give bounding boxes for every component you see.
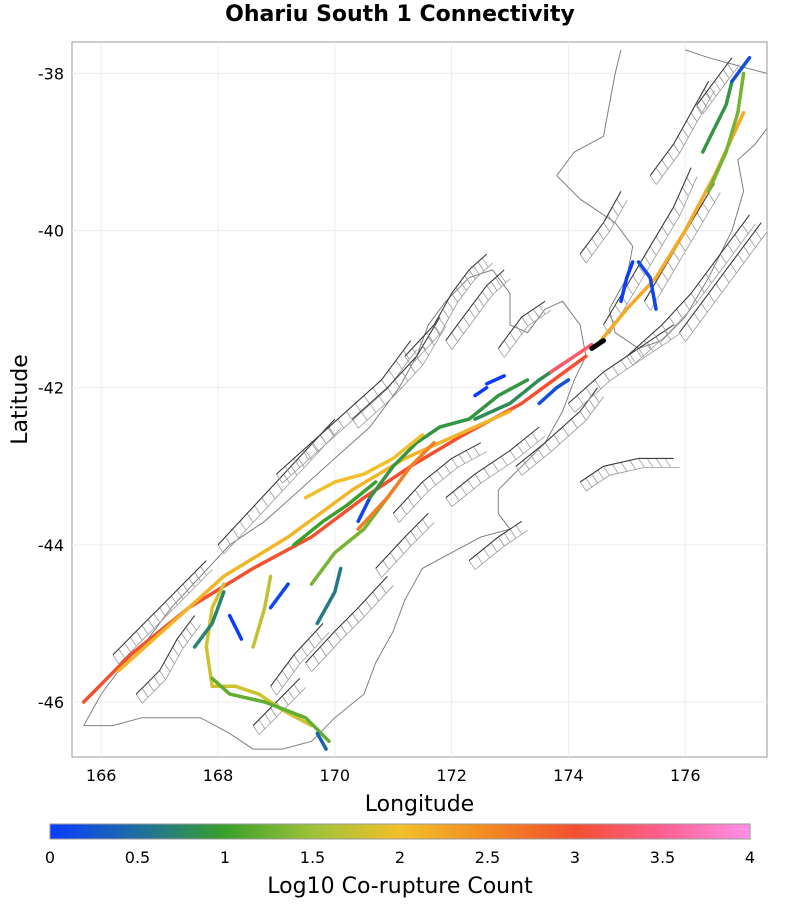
y-tick-label: -40 [38, 222, 64, 241]
background-fault [217, 418, 342, 555]
background-fault [404, 253, 493, 366]
corupture-fault-trace [356, 440, 436, 531]
background-fault [112, 560, 213, 665]
colorbar-tick-label: 3 [570, 848, 580, 867]
background-fault [351, 316, 447, 429]
corupture-fault-trace [268, 582, 290, 610]
colorbar-tick-label: 4 [745, 848, 755, 867]
colorbar-label: Log10 Co-rupture Count [267, 874, 533, 899]
background-fault [445, 269, 511, 350]
coastline [83, 269, 587, 750]
corupture-fault-trace [315, 566, 343, 626]
corupture-fault-trace [701, 79, 734, 154]
colorbar-ticks: 0 0.5 1 1.5 2 2.5 3 3.5 4 [45, 848, 755, 867]
corupture-fault-trace [116, 409, 512, 673]
colorbar-tick-label: 2.5 [475, 848, 500, 867]
background-faults-layer [112, 57, 767, 735]
background-fault [497, 300, 552, 358]
background-fault [579, 191, 628, 264]
chart-title: Ohariu South 1 Connectivity [225, 2, 575, 27]
background-fault [392, 442, 487, 523]
background-fault [305, 575, 394, 672]
plot-area [71, 41, 768, 758]
corupture-fault-trace [368, 378, 530, 500]
corupture-fault-trace [549, 342, 594, 374]
colorbar-tick-label: 3.5 [650, 848, 675, 867]
corupture-fault-trace [484, 374, 506, 386]
colorbar-tick-label: 2 [395, 848, 405, 867]
background-fault [649, 81, 715, 185]
corupture-fault-trace [251, 574, 273, 649]
background-fault [135, 615, 201, 704]
corupture-fault-trace [537, 378, 571, 406]
background-fault [375, 513, 435, 578]
corupture-fault-trace [619, 260, 635, 304]
x-tick-label: 170 [320, 766, 351, 785]
corupture-fault-trace [227, 613, 244, 641]
background-fault [678, 222, 767, 342]
x-axis-label: Longitude [365, 792, 474, 817]
gridlines [72, 42, 767, 757]
colorbar-tick-label: 0 [45, 848, 55, 867]
corupture-fault-trace [706, 71, 746, 194]
map-layer [81, 49, 767, 751]
corupture-fault-trace [292, 480, 378, 547]
colorbar [49, 823, 751, 840]
corupture-faults-layer [81, 55, 752, 751]
background-fault [276, 340, 418, 484]
background-fault [579, 457, 680, 492]
background-fault [270, 623, 330, 696]
y-axis-ticks: -38 -40 -42 -44 -46 [38, 64, 64, 712]
corupture-fault-trace [210, 676, 331, 744]
x-tick-label: 174 [553, 766, 584, 785]
corupture-fault-trace [356, 495, 372, 524]
corupture-fault-trace [636, 260, 658, 311]
y-tick-label: -38 [38, 64, 64, 83]
y-tick-label: -44 [38, 536, 64, 555]
corupture-fault-trace [303, 433, 425, 500]
x-axis-ticks: 166 168 170 172 174 176 [86, 766, 701, 785]
background-fault [696, 57, 739, 115]
x-tick-label: 176 [670, 766, 701, 785]
colorbar-tick-label: 1.5 [300, 848, 325, 867]
corupture-fault-trace [315, 731, 328, 751]
y-tick-label: -46 [38, 693, 64, 712]
colorbar-tick-label: 0.5 [125, 848, 150, 867]
colorbar-tick-label: 1 [220, 848, 230, 867]
corupture-fault-trace [192, 590, 226, 649]
x-tick-label: 172 [436, 766, 467, 785]
source-fault-layer [589, 338, 606, 351]
source-fault-trace [589, 338, 606, 351]
corupture-fault-trace [730, 55, 752, 84]
background-fault [626, 214, 756, 366]
x-tick-label: 168 [203, 766, 234, 785]
background-fault [468, 520, 528, 570]
y-axis-label: Latitude [8, 354, 33, 445]
corupture-fault-trace [473, 385, 489, 398]
y-tick-label: -42 [38, 379, 64, 398]
x-tick-label: 166 [86, 766, 117, 785]
coastline [685, 49, 767, 74]
background-fault [603, 167, 698, 335]
background-fault [445, 426, 546, 508]
